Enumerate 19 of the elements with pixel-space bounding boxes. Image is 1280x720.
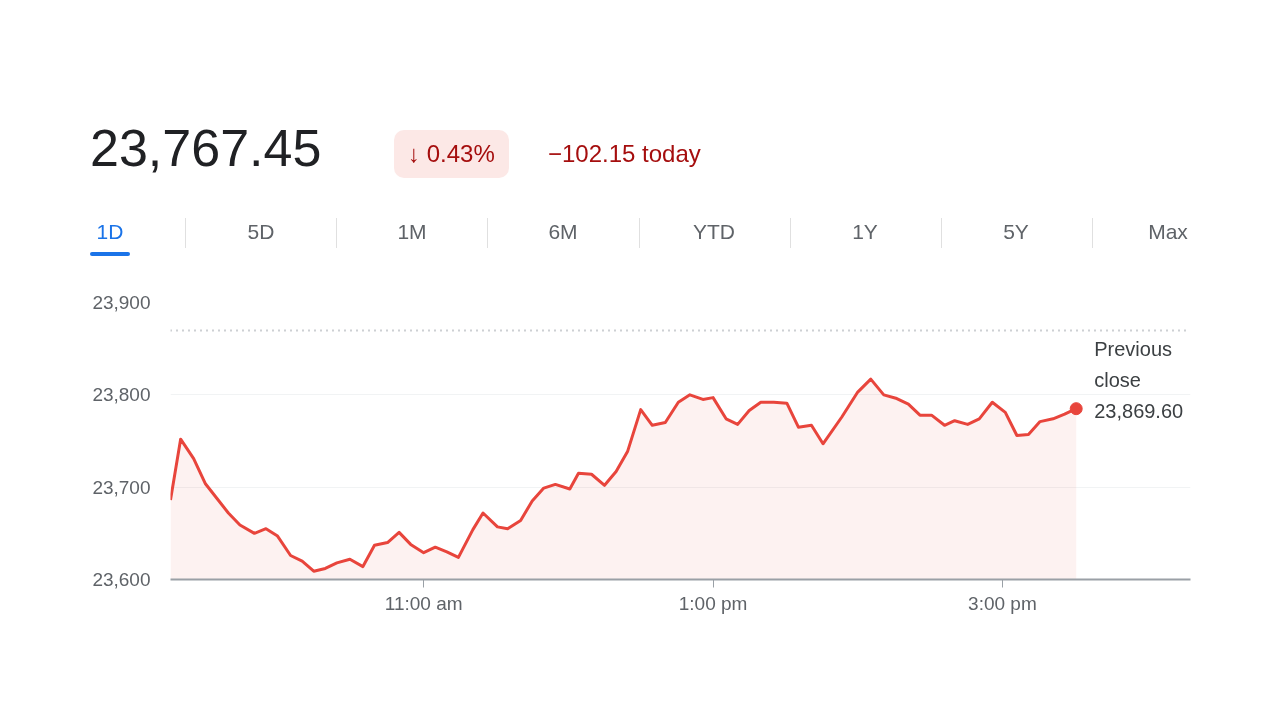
text: 6M [547, 220, 579, 244]
x-tick-label: 11:00 am [384, 592, 463, 614]
text: 1M [396, 220, 428, 244]
y-tick-label: 23,800 [92, 384, 151, 406]
y-tick-label: 23,600 [92, 569, 151, 590]
chart-title: 23,767.45 [90, 118, 322, 178]
text: YTD [692, 220, 736, 244]
text: Max [1147, 220, 1189, 244]
text: 1D [95, 220, 125, 244]
y-tick-label: 23,700 [92, 476, 151, 498]
text: 1Y [851, 220, 879, 244]
x-tick-label: 1:00 pm [678, 592, 748, 614]
text: ↓ 0.43% [394, 130, 509, 178]
y-tick-label: 23,900 [92, 292, 151, 313]
ref-line-label: Previous close 23,869.60 [1094, 337, 1184, 422]
text: 5Y [1002, 220, 1030, 244]
text: 5D [246, 220, 276, 244]
text: −102.15 today [548, 140, 701, 168]
x-tick-label: 3:00 pm [968, 592, 1037, 614]
